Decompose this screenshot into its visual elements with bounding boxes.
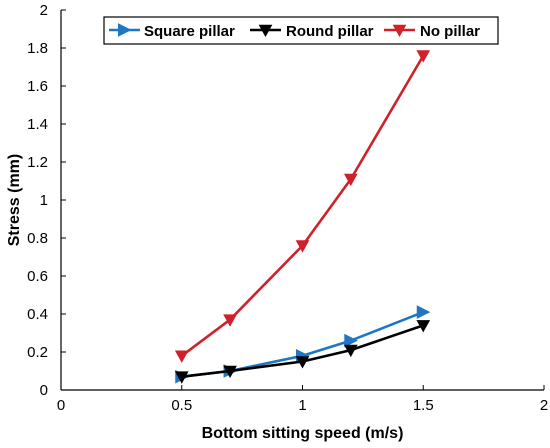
data-point-no-pillar — [416, 50, 431, 63]
axes — [60, 10, 544, 391]
y-tick-label: 1.2 — [27, 154, 48, 171]
x-tick-label: 1 — [298, 397, 306, 414]
series-no-pillar — [174, 50, 431, 363]
data-point-round-pillar — [174, 371, 189, 384]
data-point-round-pillar — [416, 320, 431, 333]
legend-item-square-pillar: Square pillar — [109, 23, 235, 40]
series-square-pillar — [175, 305, 431, 384]
legend-label: Square pillar — [144, 23, 235, 40]
legend-swatch-marker — [118, 23, 132, 37]
legend-item-no-pillar: No pillar — [384, 23, 480, 40]
y-tick-label: 0.8 — [27, 230, 48, 247]
series-line-round-pillar — [181, 324, 424, 378]
data-point-no-pillar — [174, 350, 189, 363]
data-point-no-pillar — [343, 173, 358, 187]
data-point-round-pillar — [223, 365, 237, 379]
data-point-round-pillar — [343, 344, 358, 358]
y-tick-label: 0.4 — [27, 306, 48, 323]
data-point-no-pillar — [295, 240, 310, 253]
x-tick-label: 0.5 — [171, 397, 192, 414]
x-tick-label: 1.5 — [413, 397, 434, 414]
legend-label: No pillar — [420, 23, 480, 40]
y-tick-label: 1.4 — [27, 116, 48, 133]
ticks: 0 0.5 1 1.5 2 0 0.2 0.4 0.6 0.8 1 1.2 1.4 1.6 1.8 2 — [27, 2, 548, 414]
y-tick-label: 1.8 — [27, 40, 48, 57]
legend-swatch-marker — [258, 24, 273, 38]
y-tick-label: 0.2 — [27, 344, 48, 361]
data-point-no-pillar — [223, 314, 237, 327]
y-axis-label: Stress (mm) — [6, 154, 23, 246]
series-layer — [174, 50, 431, 384]
y-tick-label: 1.6 — [27, 78, 48, 95]
legend: Square pillar Round pillar No pillar — [103, 16, 499, 45]
x-tick-label: 2 — [540, 397, 548, 414]
y-tick-label: 1 — [40, 192, 48, 209]
data-point-square-pillar — [416, 305, 431, 319]
y-tick-label: 0.6 — [27, 268, 48, 285]
data-point-square-pillar — [344, 333, 358, 348]
legend-item-round-pillar: Round pillar — [250, 23, 374, 40]
series-round-pillar — [174, 320, 431, 384]
legend-box — [103, 16, 499, 45]
y-tick-label: 0 — [40, 382, 48, 399]
legend-label: Round pillar — [286, 23, 374, 40]
y-tick-label: 2 — [40, 2, 48, 19]
x-tick-label: 0 — [57, 397, 65, 414]
series-line-no-pillar — [181, 54, 425, 357]
legend-swatch-marker — [392, 24, 407, 38]
data-point-round-pillar — [295, 356, 310, 369]
x-axis-label: Bottom sitting speed (m/s) — [202, 425, 404, 442]
